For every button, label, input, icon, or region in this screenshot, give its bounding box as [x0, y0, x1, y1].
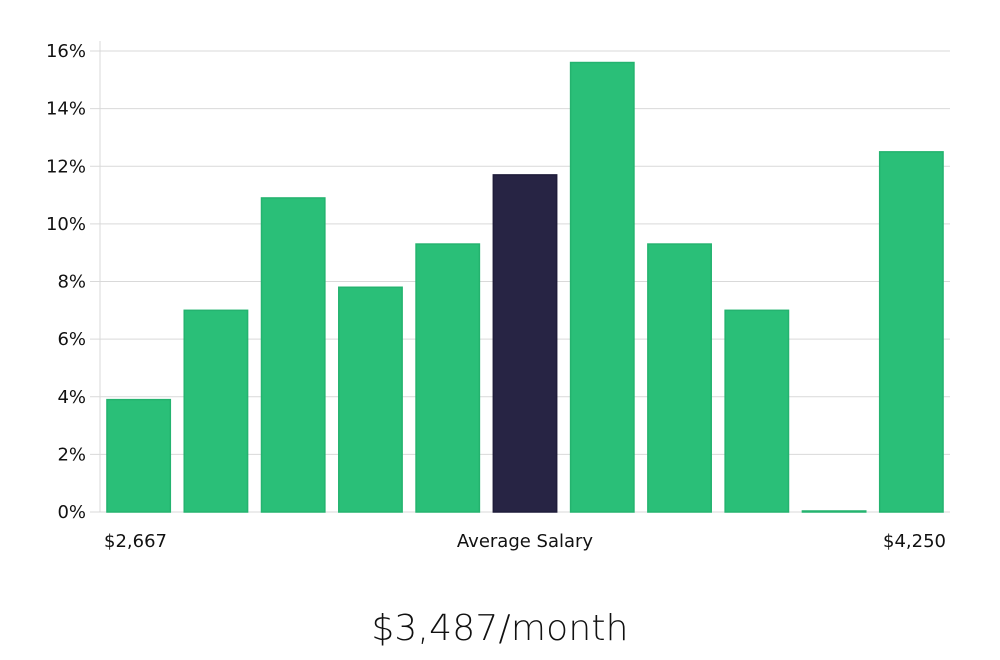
y-tick-label: 4% — [57, 387, 86, 408]
histogram-bar — [183, 309, 249, 513]
y-axis-ticks: 0% 2% 4% 6% 8% 10% 12% 14% 16% — [46, 41, 86, 523]
histogram-bar — [569, 61, 635, 513]
x-axis-min-label: $2,667 — [104, 531, 167, 552]
x-axis-max-label: $4,250 — [883, 531, 946, 552]
histogram-bar — [415, 243, 481, 513]
histogram-bar — [724, 309, 790, 513]
histogram-bar — [338, 286, 403, 513]
x-axis-title: Average Salary — [457, 531, 594, 552]
histogram-bar — [260, 197, 326, 513]
average-salary-summary: $3,487/month — [371, 608, 629, 649]
y-tick-label: 6% — [57, 329, 86, 350]
histogram-bar-highlighted — [492, 174, 558, 513]
histogram-bar — [878, 151, 944, 513]
y-tick-label: 10% — [46, 214, 86, 235]
bars-layer — [106, 61, 944, 513]
y-tick-label: 14% — [46, 99, 86, 120]
histogram-bar — [106, 398, 172, 513]
histogram-bar — [801, 510, 867, 513]
histogram-bar — [647, 243, 712, 513]
y-tick-label: 12% — [46, 156, 86, 177]
y-tick-label: 8% — [57, 272, 86, 293]
y-tick-label: 0% — [57, 502, 86, 523]
y-tick-label: 2% — [57, 444, 86, 465]
y-tick-label: 16% — [46, 41, 86, 62]
salary-histogram-chart: 0% 2% 4% 6% 8% 10% 12% 14% 16% $2,667 Average Sa… — [46, 41, 950, 552]
